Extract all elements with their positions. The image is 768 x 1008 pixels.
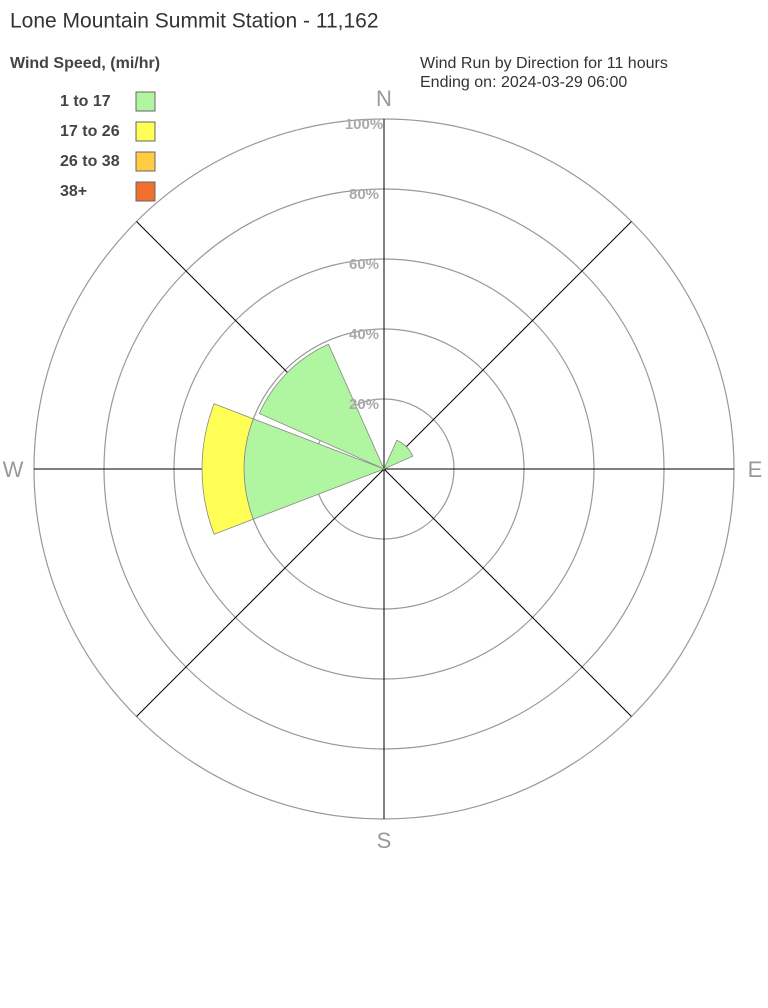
direction-label: S [377, 828, 392, 853]
subtitle: Wind Run by Direction for 11 hours [420, 55, 668, 72]
direction-label: E [748, 457, 763, 482]
legend-label: 38+ [60, 183, 87, 200]
legend-swatch [135, 181, 156, 202]
r-tick-label: 20% [349, 396, 379, 413]
wind-wedge [258, 343, 385, 470]
wind-wedge [383, 439, 414, 470]
r-tick-label: 40% [349, 326, 379, 343]
spoke [383, 221, 632, 470]
r-tick-label: 80% [349, 186, 379, 203]
legend-swatch [135, 91, 156, 112]
r-tick-label: 60% [349, 256, 379, 273]
subtitle: Ending on: 2024-03-29 06:00 [420, 74, 627, 91]
direction-label: N [376, 86, 392, 111]
legend-label: 17 to 26 [60, 123, 120, 140]
r-tick-label: 100% [345, 116, 383, 133]
spoke [383, 468, 632, 717]
chart-title: Lone Mountain Summit Station - 11,162 [10, 10, 379, 33]
direction-label: W [3, 457, 24, 482]
wind-wedge [201, 403, 254, 535]
legend-label: 26 to 38 [60, 153, 120, 170]
legend-swatch [135, 151, 156, 172]
legend-title: Wind Speed, (mi/hr) [10, 55, 160, 72]
spoke [136, 468, 385, 717]
legend-swatch [135, 121, 156, 142]
legend-label: 1 to 17 [60, 93, 111, 110]
